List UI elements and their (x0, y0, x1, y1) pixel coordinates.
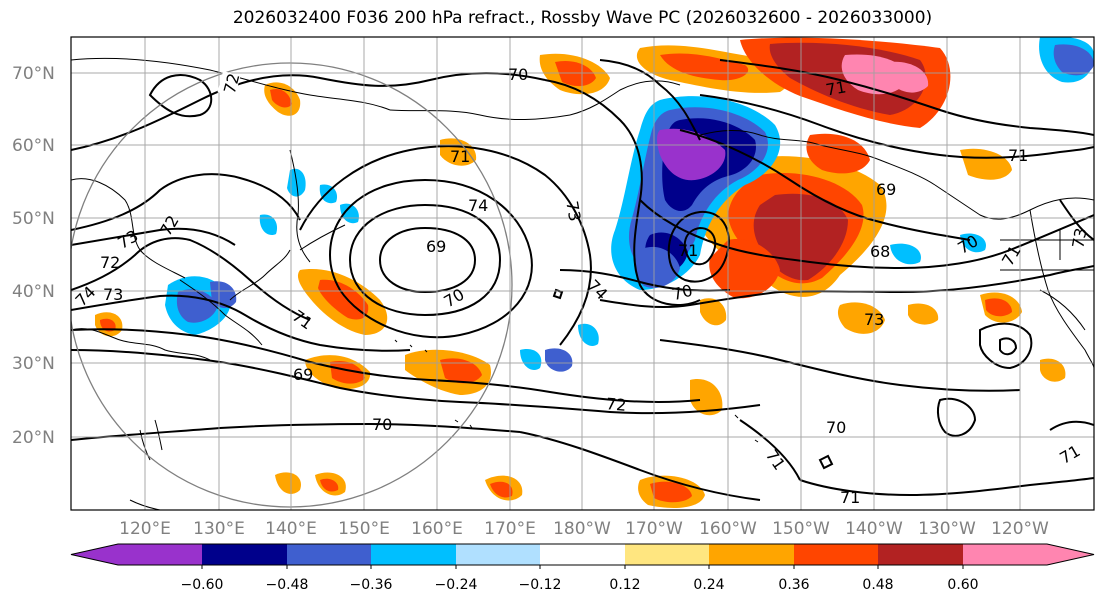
map-title: 2026032400 F036 200 hPa refract., Rossby… (232, 8, 933, 28)
latitude-labels: 70°N 60°N 50°N 40°N 30°N 20°N (12, 64, 55, 448)
lon-label: 160°W (699, 519, 757, 539)
contour-label: 73 (103, 285, 123, 304)
contour-label: 72 (220, 71, 244, 96)
contour-label: 73 (864, 310, 884, 329)
contour-label: 73 (562, 200, 584, 223)
contour-label: 71 (1008, 146, 1028, 165)
coastline-layer (71, 57, 1094, 510)
contour-label: 70 (670, 281, 695, 305)
contour-label: 69 (293, 365, 313, 384)
colorbar-tick-label: −0.48 (266, 577, 309, 593)
colorbar-swatch (371, 544, 456, 565)
colorbar-swatch (540, 544, 625, 565)
colorbar-tick-label: 0.24 (693, 577, 724, 593)
colorbar-tick-label: 0.48 (862, 577, 893, 593)
contour-label: 71 (840, 488, 860, 507)
lon-label: 150°W (772, 519, 830, 539)
lon-label: 170°W (625, 519, 683, 539)
colorbar-tick-label: −0.12 (519, 577, 562, 593)
contour-label: 72 (100, 253, 120, 272)
colorbar-tick-label: −0.36 (350, 577, 393, 593)
lon-label: 130°W (918, 519, 976, 539)
colorbar-swatch (202, 544, 287, 565)
lon-label: 180°W (553, 519, 611, 539)
colorbar-tick-label: −0.24 (435, 577, 478, 593)
gridline-layer (71, 37, 1094, 510)
colorbar-outline (70, 543, 1095, 566)
contour-label: 72 (605, 394, 627, 415)
lon-label: 160°E (411, 519, 463, 539)
contour-label: 70 (372, 415, 392, 434)
colorbar-tick-label: 0.60 (947, 577, 978, 593)
lon-label: 120°E (119, 519, 171, 539)
colorbar-swatch (456, 544, 540, 565)
lon-label: 170°E (484, 519, 536, 539)
contour-label: 74 (468, 196, 488, 215)
contour-label: 68 (870, 242, 890, 261)
contour-label: 70 (508, 65, 528, 84)
lon-label: 140°W (845, 519, 903, 539)
colorbar-swatch (709, 544, 794, 565)
colorbar-swatch (118, 544, 202, 565)
contour-label: 69 (876, 180, 896, 199)
longitude-labels: 120°E 130°E 140°E 150°E 160°E 170°E 180°… (119, 519, 1049, 539)
contour-label: 69 (426, 237, 446, 256)
lon-label: 130°E (193, 519, 245, 539)
colorbar-tick-label: −0.60 (181, 577, 224, 593)
colorbar-tick-label: 0.36 (778, 577, 809, 593)
lat-label: 50°N (12, 209, 55, 229)
contour-layer (71, 59, 1094, 501)
colorbar-tick-label: 0.12 (609, 577, 640, 593)
colorbar-swatch (625, 544, 709, 565)
colorbar-tick-labels: −0.60 −0.48 −0.36 −0.24 −0.12 0.12 0.24 … (181, 577, 979, 593)
colorbar-swatch (878, 544, 963, 565)
colorbar-swatch (794, 544, 878, 565)
lon-label: 140°E (265, 519, 317, 539)
lon-label: 120°W (991, 519, 1049, 539)
colorbar-extend-max (1047, 544, 1094, 565)
contour-label: 71 (678, 241, 698, 260)
lon-label: 150°E (338, 519, 390, 539)
colorbar-swatch (287, 544, 371, 565)
contour-label: 70 (826, 418, 846, 437)
reference-circle (71, 62, 513, 508)
colorbar (70, 543, 1095, 569)
lat-label: 70°N (12, 64, 55, 84)
lat-label: 60°N (12, 136, 55, 156)
contour-label: 73 (1068, 226, 1090, 249)
contour-label: 71 (450, 147, 470, 166)
contour-label: 71 (824, 77, 847, 99)
plot-border (70, 36, 1095, 511)
lat-label: 20°N (12, 428, 55, 448)
lat-label: 30°N (12, 354, 55, 374)
lat-label: 40°N (12, 282, 55, 302)
colorbar-swatch (963, 544, 1047, 565)
colorbar-extend-min (71, 544, 118, 565)
